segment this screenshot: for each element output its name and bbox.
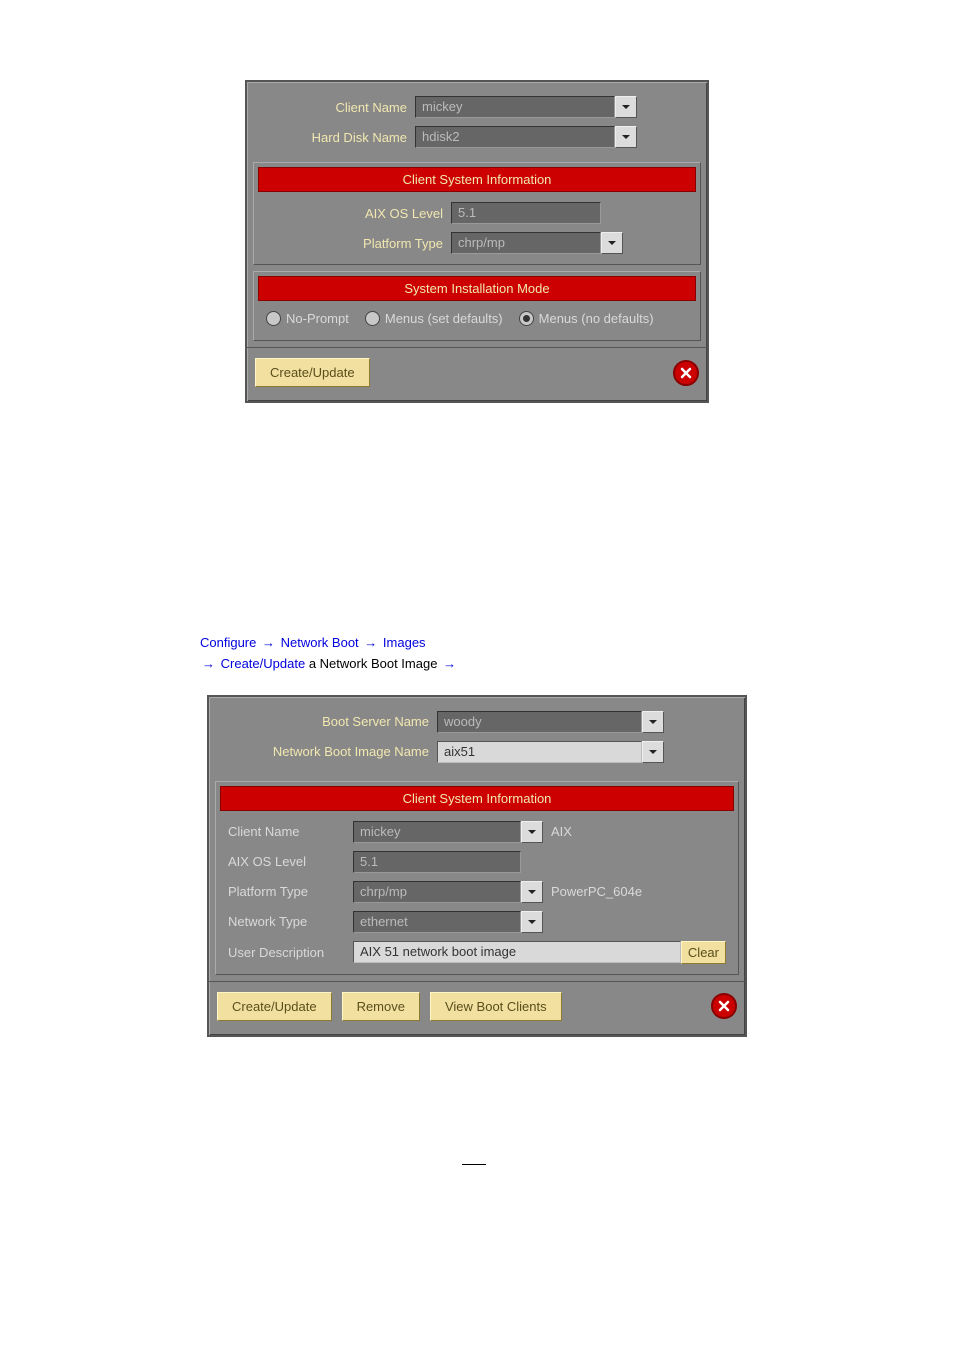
aix-os-row-2: AIX OS Level 5.1 xyxy=(216,847,738,877)
dialog2-footer: Create/Update Remove View Boot Clients xyxy=(209,981,745,1035)
client-name-input-2[interactable]: mickey xyxy=(353,821,521,843)
radio-menus-no-label: Menus (no defaults) xyxy=(539,311,654,326)
client-system-info-block-2: Client System Information Client Name mi… xyxy=(215,781,739,975)
remove-button[interactable]: Remove xyxy=(342,992,420,1021)
client-install-dialog: Client Name mickey Hard Disk Name hdisk2… xyxy=(245,80,709,403)
platform-input[interactable]: chrp/mp xyxy=(451,232,601,254)
arrow-icon: → xyxy=(260,635,277,650)
user-desc-label: User Description xyxy=(228,945,353,960)
aix-os-input-2[interactable]: 5.1 xyxy=(353,851,521,873)
aix-os-row: AIX OS Level 5.1 xyxy=(254,198,700,228)
nav-text-boot-image: a Network Boot Image xyxy=(309,656,438,671)
install-mode-radio-row: No-Prompt Menus (set defaults) Menus (no… xyxy=(254,307,700,334)
create-update-button-2[interactable]: Create/Update xyxy=(217,992,332,1021)
close-button-2[interactable] xyxy=(711,993,737,1019)
radio-menus-no[interactable]: Menus (no defaults) xyxy=(519,311,654,326)
dialog1-footer: Create/Update xyxy=(247,347,707,401)
platform-row: Platform Type chrp/mp xyxy=(254,228,700,258)
boot-server-label: Boot Server Name xyxy=(227,714,437,729)
client-name-dropdown-2[interactable] xyxy=(521,821,543,843)
network-boot-image-dialog: Boot Server Name woody Network Boot Imag… xyxy=(207,695,747,1037)
platform-dropdown[interactable] xyxy=(601,232,623,254)
close-button[interactable] xyxy=(673,360,699,386)
client-name-label-2: Client Name xyxy=(228,824,353,839)
hard-disk-row: Hard Disk Name hdisk2 xyxy=(253,122,701,152)
client-system-info-header-2: Client System Information xyxy=(220,786,734,811)
net-boot-image-dropdown[interactable] xyxy=(642,741,664,763)
nav-path: Configure → Network Boot → Images → Crea… xyxy=(200,633,954,675)
client-name-input[interactable]: mickey xyxy=(415,96,615,118)
nav-link-images[interactable]: Images xyxy=(383,635,426,650)
radio-dot-icon xyxy=(523,315,530,322)
platform-row-2: Platform Type chrp/mp PowerPC_604e xyxy=(216,877,738,907)
net-boot-image-input[interactable]: aix51 xyxy=(437,741,642,763)
platform-label-2: Platform Type xyxy=(228,884,353,899)
clear-button[interactable]: Clear xyxy=(681,941,726,964)
client-name-row-2: Client Name mickey AIX xyxy=(216,817,738,847)
nav-link-network-boot[interactable]: Network Boot xyxy=(281,635,359,650)
arrow-icon: → xyxy=(441,656,458,671)
install-mode-header: System Installation Mode xyxy=(258,276,696,301)
hard-disk-input[interactable]: hdisk2 xyxy=(415,126,615,148)
radio-no-prompt[interactable]: No-Prompt xyxy=(266,311,349,326)
platform-dropdown-2[interactable] xyxy=(521,881,543,903)
net-boot-image-label: Network Boot Image Name xyxy=(227,744,437,759)
client-name-dropdown[interactable] xyxy=(615,96,637,118)
network-type-dropdown[interactable] xyxy=(521,911,543,933)
platform-input-2[interactable]: chrp/mp xyxy=(353,881,521,903)
aix-os-input[interactable]: 5.1 xyxy=(451,202,601,224)
create-update-button[interactable]: Create/Update xyxy=(255,358,370,387)
net-boot-image-row: Network Boot Image Name aix51 xyxy=(215,737,739,767)
boot-server-input[interactable]: woody xyxy=(437,711,642,733)
network-type-input[interactable]: ethernet xyxy=(353,911,521,933)
client-system-info-block: Client System Information AIX OS Level 5… xyxy=(253,162,701,265)
page-number xyxy=(0,1157,954,1171)
install-mode-block: System Installation Mode No-Prompt Menus… xyxy=(253,271,701,341)
radio-circle-icon xyxy=(519,311,534,326)
arrow-icon: → xyxy=(362,635,379,650)
client-name-row: Client Name mickey xyxy=(253,92,701,122)
hard-disk-label: Hard Disk Name xyxy=(265,130,415,145)
radio-menus-set[interactable]: Menus (set defaults) xyxy=(365,311,503,326)
radio-no-prompt-label: No-Prompt xyxy=(286,311,349,326)
aix-os-label-2: AIX OS Level xyxy=(228,854,353,869)
client-name-suffix: AIX xyxy=(543,824,572,839)
client-name-label: Client Name xyxy=(265,100,415,115)
user-desc-input[interactable]: AIX 51 network boot image xyxy=(353,941,681,963)
arrow-icon: → xyxy=(200,656,217,671)
platform-suffix: PowerPC_604e xyxy=(543,884,642,899)
radio-circle-icon xyxy=(365,311,380,326)
nav-link-create-update[interactable]: Create/Update xyxy=(221,656,306,671)
platform-label: Platform Type xyxy=(266,236,451,251)
radio-circle-icon xyxy=(266,311,281,326)
aix-os-label: AIX OS Level xyxy=(266,206,451,221)
client-system-info-header: Client System Information xyxy=(258,167,696,192)
boot-server-dropdown[interactable] xyxy=(642,711,664,733)
user-desc-row: User Description AIX 51 network boot ima… xyxy=(216,937,738,968)
hard-disk-dropdown[interactable] xyxy=(615,126,637,148)
network-type-row: Network Type ethernet xyxy=(216,907,738,937)
boot-server-row: Boot Server Name woody xyxy=(215,707,739,737)
view-boot-clients-button[interactable]: View Boot Clients xyxy=(430,992,562,1021)
nav-link-configure[interactable]: Configure xyxy=(200,635,256,650)
network-type-label: Network Type xyxy=(228,914,353,929)
radio-menus-set-label: Menus (set defaults) xyxy=(385,311,503,326)
